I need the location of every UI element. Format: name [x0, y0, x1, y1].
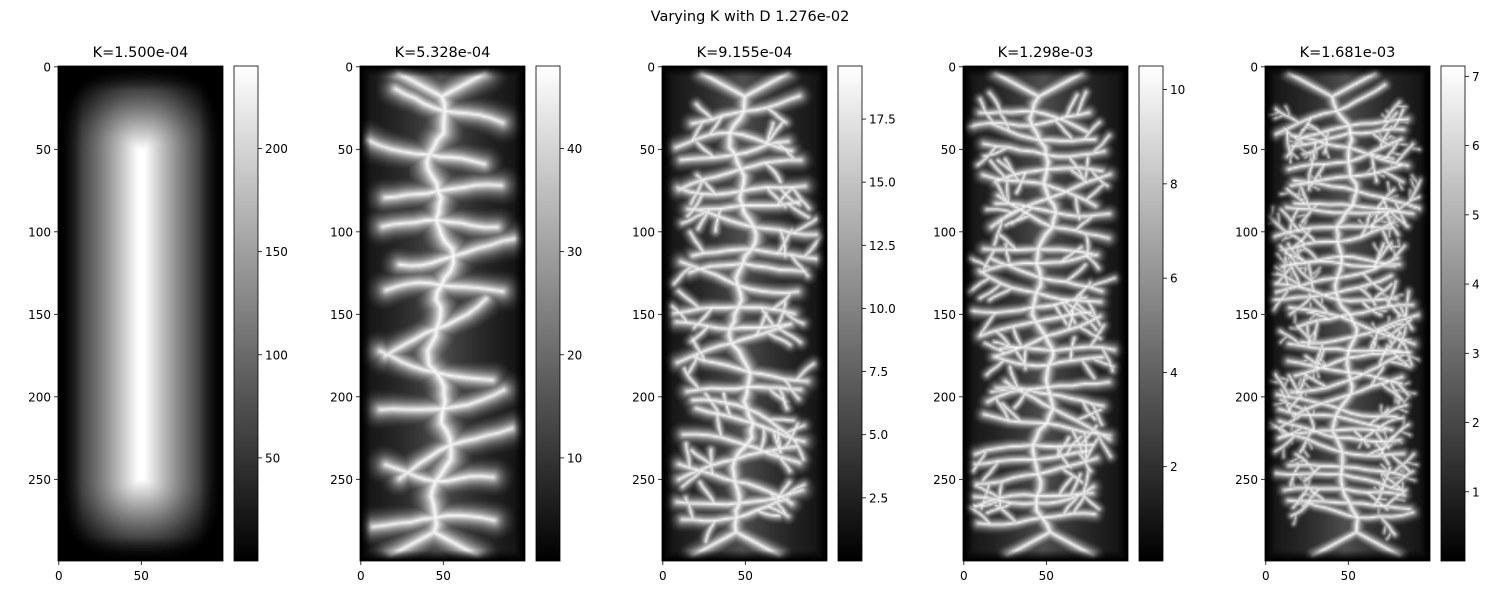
colorbar-tick-label: 100 — [265, 348, 288, 362]
colorbar — [837, 65, 863, 562]
colorbar — [1440, 65, 1466, 562]
axes-frame — [57, 65, 224, 562]
y-tick-label: 150 — [933, 308, 956, 322]
panel-5: K=1.681e-03 0 50 100 150 200 250 0 50 1 2 3 4 5 6 7 — [1235, 45, 1480, 583]
colorbar-tick-label: 7.5 — [869, 365, 888, 379]
y-tick-label: 50 — [640, 143, 655, 157]
colorbar-tick-label: 2.5 — [869, 491, 888, 505]
colorbar-tick-label: 10.0 — [869, 302, 896, 316]
panel-4: K=1.298e-03 0 50 100 150 200 250 0 50 2 4 6 8 10 — [933, 45, 1185, 583]
heatmap-image — [662, 66, 827, 561]
colorbar-tick-label: 2 — [1472, 416, 1480, 430]
colorbar-tick-label: 40 — [567, 142, 582, 156]
y-tick-label: 250 — [1235, 473, 1258, 487]
x-tick-label: 0 — [960, 569, 968, 583]
x-tick-label: 50 — [134, 569, 149, 583]
y-tick-label: 0 — [43, 60, 51, 74]
y-tick-label: 0 — [948, 60, 956, 74]
y-tick-label: 100 — [330, 225, 353, 239]
y-tick-label: 50 — [1243, 143, 1258, 157]
x-tick-label: 50 — [1341, 569, 1356, 583]
y-tick-label: 50 — [36, 143, 51, 157]
x-tick-label: 50 — [1039, 569, 1054, 583]
colorbar-tick-label: 5 — [1472, 208, 1480, 222]
colorbar-tick-label: 10 — [567, 451, 582, 465]
y-tick-label: 0 — [647, 60, 655, 74]
colorbar-tick-label: 2 — [1170, 460, 1178, 474]
colorbar — [233, 65, 259, 562]
x-tick-label: 50 — [738, 569, 753, 583]
colorbar-tick-label: 10 — [1170, 83, 1185, 97]
y-tick-label: 150 — [1235, 308, 1258, 322]
panel-title: K=9.155e-04 — [697, 45, 793, 61]
colorbar-tick-label: 15.0 — [869, 176, 896, 190]
y-tick-label: 100 — [632, 225, 655, 239]
y-tick-label: 150 — [330, 308, 353, 322]
y-tick-label: 150 — [28, 308, 51, 322]
colorbar-tick-label: 6 — [1170, 272, 1178, 286]
y-tick-label: 250 — [933, 473, 956, 487]
y-tick-label: 200 — [1235, 390, 1258, 404]
heatmap-image — [58, 66, 223, 561]
colorbar-tick-label: 12.5 — [869, 239, 896, 253]
colorbar-tick-label: 200 — [265, 142, 288, 156]
x-tick-label: 0 — [55, 569, 63, 583]
heatmap-image — [1265, 66, 1430, 561]
colorbar-tick-label: 17.5 — [869, 113, 896, 127]
panel-1: K=1.500e-04 0 50 100 150 200 250 0 50 50 100 150 200 — [28, 45, 288, 583]
x-tick-label: 0 — [659, 569, 667, 583]
y-tick-label: 0 — [345, 60, 353, 74]
axes-frame — [962, 65, 1129, 562]
y-tick-label: 50 — [941, 143, 956, 157]
y-tick-label: 100 — [28, 225, 51, 239]
y-tick-label: 150 — [632, 308, 655, 322]
colorbar-tick-label: 7 — [1472, 70, 1480, 84]
y-tick-label: 0 — [1250, 60, 1258, 74]
panel-title: K=1.681e-03 — [1300, 45, 1396, 61]
panel-title: K=1.298e-03 — [998, 45, 1094, 61]
colorbar-tick-label: 6 — [1472, 139, 1480, 153]
figure-title: Varying K with D 1.276e-02 — [650, 9, 850, 25]
colorbar-tick-label: 8 — [1170, 177, 1178, 191]
y-tick-label: 200 — [28, 390, 51, 404]
colorbar-tick-label: 20 — [567, 348, 582, 362]
x-tick-label: 0 — [1262, 569, 1270, 583]
heatmap-image — [360, 66, 525, 561]
colorbar — [535, 65, 561, 562]
y-tick-label: 50 — [338, 143, 353, 157]
y-tick-label: 250 — [28, 473, 51, 487]
heatmap-image — [963, 66, 1128, 561]
colorbar-tick-label: 5.0 — [869, 428, 888, 442]
y-tick-label: 200 — [632, 390, 655, 404]
axes-frame — [359, 65, 526, 562]
axes-frame — [661, 65, 828, 562]
panel-3: K=9.155e-04 0 50 100 150 200 250 0 50 2.5 5.0 7.5 10… — [632, 45, 896, 583]
y-tick-label: 100 — [933, 225, 956, 239]
colorbar-tick-label: 150 — [265, 245, 288, 259]
panel-title: K=5.328e-04 — [395, 45, 491, 61]
axes-frame — [1264, 65, 1431, 562]
y-tick-label: 250 — [330, 473, 353, 487]
colorbar-tick-label: 4 — [1472, 278, 1480, 292]
y-tick-label: 100 — [1235, 225, 1258, 239]
colorbar-tick-label: 3 — [1472, 347, 1480, 361]
colorbar-tick-label: 4 — [1170, 366, 1178, 380]
x-tick-label: 0 — [357, 569, 365, 583]
panel-title: K=1.500e-04 — [93, 45, 189, 61]
colorbar-tick-label: 30 — [567, 245, 582, 259]
x-tick-label: 50 — [436, 569, 451, 583]
panel-2: K=5.328e-04 0 50 100 150 200 250 0 50 10 20 30 40 — [330, 45, 582, 583]
y-tick-label: 250 — [632, 473, 655, 487]
colorbar-tick-label: 50 — [265, 451, 280, 465]
y-tick-label: 200 — [933, 390, 956, 404]
colorbar — [1138, 65, 1164, 562]
colorbar-tick-label: 1 — [1472, 485, 1480, 499]
y-tick-label: 200 — [330, 390, 353, 404]
